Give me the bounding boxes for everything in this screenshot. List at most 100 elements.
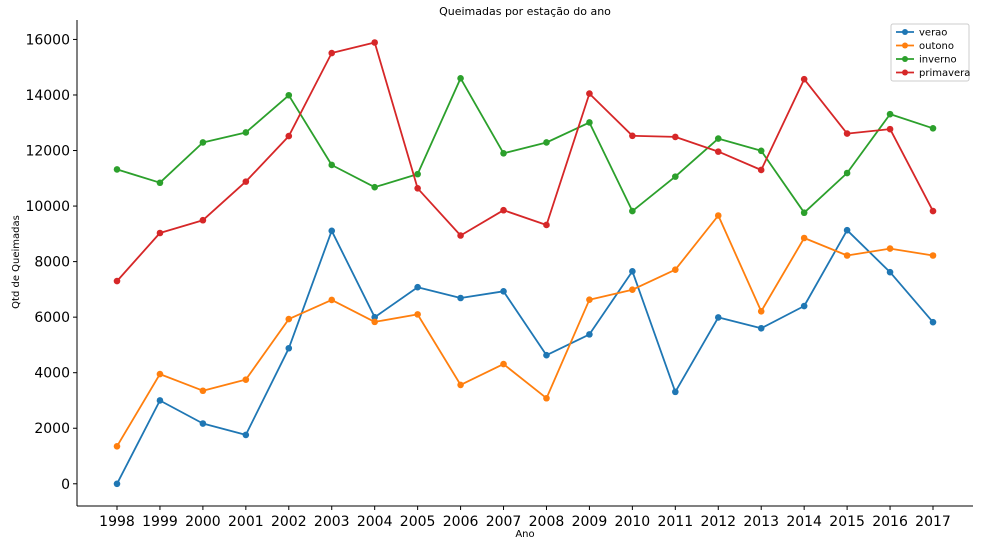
data-point-inverno xyxy=(757,147,765,155)
y-ticks: 0 2000 4000 6000 8000 10000 12000 14000 16000 xyxy=(25,32,77,493)
y-tick-label: 16000 xyxy=(25,32,70,48)
legend-entry-outono: outono xyxy=(896,41,954,52)
data-point-inverno xyxy=(113,166,121,173)
legend-entry-primavera: primavera xyxy=(896,68,970,79)
data-point-inverno xyxy=(199,139,207,146)
data-point-outono xyxy=(800,234,808,242)
series-primavera xyxy=(113,39,937,285)
data-point-primavera xyxy=(800,75,808,83)
data-point-verao xyxy=(328,227,336,235)
data-point-primavera xyxy=(714,148,722,155)
legend-frame xyxy=(890,23,970,82)
x-tick-label: 2013 xyxy=(743,514,779,530)
data-point-outono xyxy=(629,286,636,293)
y-tick-label: 10000 xyxy=(25,199,70,215)
data-point-outono xyxy=(328,296,336,304)
x-tick-label: 2015 xyxy=(829,514,865,530)
series-line-outono xyxy=(116,214,934,447)
data-point-inverno xyxy=(672,173,679,180)
data-point-outono xyxy=(586,296,593,303)
data-point-outono xyxy=(199,387,207,395)
axes xyxy=(76,20,973,507)
data-point-inverno xyxy=(371,183,378,191)
x-tick-label: 2006 xyxy=(443,514,479,530)
x-tick-label: 2000 xyxy=(185,514,221,530)
data-point-inverno xyxy=(328,161,336,169)
series-group xyxy=(113,39,937,488)
data-point-primavera xyxy=(843,130,851,137)
series-inverno xyxy=(113,75,937,217)
data-point-primavera xyxy=(371,39,378,46)
legend-entries: verao outono inverno primavera xyxy=(896,28,970,79)
x-tick-label: 2010 xyxy=(615,514,651,530)
x-tick-label: 2003 xyxy=(314,514,350,530)
data-point-primavera xyxy=(457,232,464,239)
y-tick-label: 0 xyxy=(61,477,70,493)
x-tick-label: 2002 xyxy=(271,514,307,530)
data-point-primavera xyxy=(929,207,937,215)
data-point-verao xyxy=(156,397,164,404)
data-point-inverno xyxy=(242,129,250,136)
x-tick-label: 2008 xyxy=(529,514,565,530)
data-point-outono xyxy=(843,252,851,259)
legend-label: inverno xyxy=(919,55,957,66)
data-point-outono xyxy=(886,245,894,252)
y-axis-title: Qtd de Queimadas xyxy=(11,215,22,309)
data-point-primavera xyxy=(543,221,550,229)
data-point-verao xyxy=(843,226,851,234)
legend-swatch-marker xyxy=(902,29,908,35)
legend-swatch-marker xyxy=(902,42,908,49)
y-tick-label: 12000 xyxy=(25,144,70,160)
legend-swatch-marker xyxy=(902,69,908,76)
series-verao xyxy=(113,226,937,488)
data-point-inverno xyxy=(886,110,894,118)
x-tick-label: 2007 xyxy=(486,514,522,530)
x-tick-label: 1999 xyxy=(142,514,178,530)
series-outono xyxy=(113,212,937,450)
data-point-verao xyxy=(929,318,937,326)
x-tick-label: 2014 xyxy=(786,514,822,530)
x-tick-label: 2016 xyxy=(872,514,908,530)
data-point-outono xyxy=(500,360,507,368)
data-point-verao xyxy=(757,324,765,332)
data-point-outono xyxy=(714,212,722,219)
x-tick-label: 2012 xyxy=(700,514,736,530)
data-point-inverno xyxy=(543,139,550,146)
data-point-inverno xyxy=(800,209,808,217)
data-point-verao xyxy=(199,420,207,427)
legend-entry-verao: verao xyxy=(896,28,947,39)
x-tick-label: 2011 xyxy=(657,514,693,530)
series-line-inverno xyxy=(116,77,934,214)
y-tick-label: 2000 xyxy=(34,421,70,437)
data-point-verao xyxy=(586,331,593,338)
data-point-outono xyxy=(672,266,679,273)
data-point-inverno xyxy=(156,179,164,187)
legend-label: primavera xyxy=(919,68,970,79)
data-point-inverno xyxy=(414,170,421,178)
y-tick-label: 14000 xyxy=(25,88,70,104)
data-point-inverno xyxy=(714,135,722,142)
data-point-inverno xyxy=(929,125,937,132)
data-point-outono xyxy=(457,381,464,389)
legend: verao outono inverno primavera xyxy=(890,23,970,82)
legend-entry-inverno: inverno xyxy=(896,55,957,66)
data-point-inverno xyxy=(500,150,507,157)
legend-label: outono xyxy=(919,41,954,52)
data-point-verao xyxy=(800,302,808,310)
data-point-outono xyxy=(757,308,765,315)
data-point-primavera xyxy=(414,184,421,192)
data-point-inverno xyxy=(629,207,636,215)
data-point-inverno xyxy=(843,169,851,177)
y-tick-label: 8000 xyxy=(34,255,70,271)
chart-title: Queimadas por estação do ano xyxy=(439,5,611,18)
data-point-primavera xyxy=(757,166,765,174)
data-point-verao xyxy=(629,268,636,275)
x-tick-label: 2005 xyxy=(400,514,436,530)
data-point-inverno xyxy=(285,91,293,99)
data-point-verao xyxy=(714,314,722,321)
data-point-primavera xyxy=(672,133,679,141)
data-point-primavera xyxy=(629,132,636,140)
data-point-outono xyxy=(156,370,164,378)
data-point-outono xyxy=(414,311,421,318)
